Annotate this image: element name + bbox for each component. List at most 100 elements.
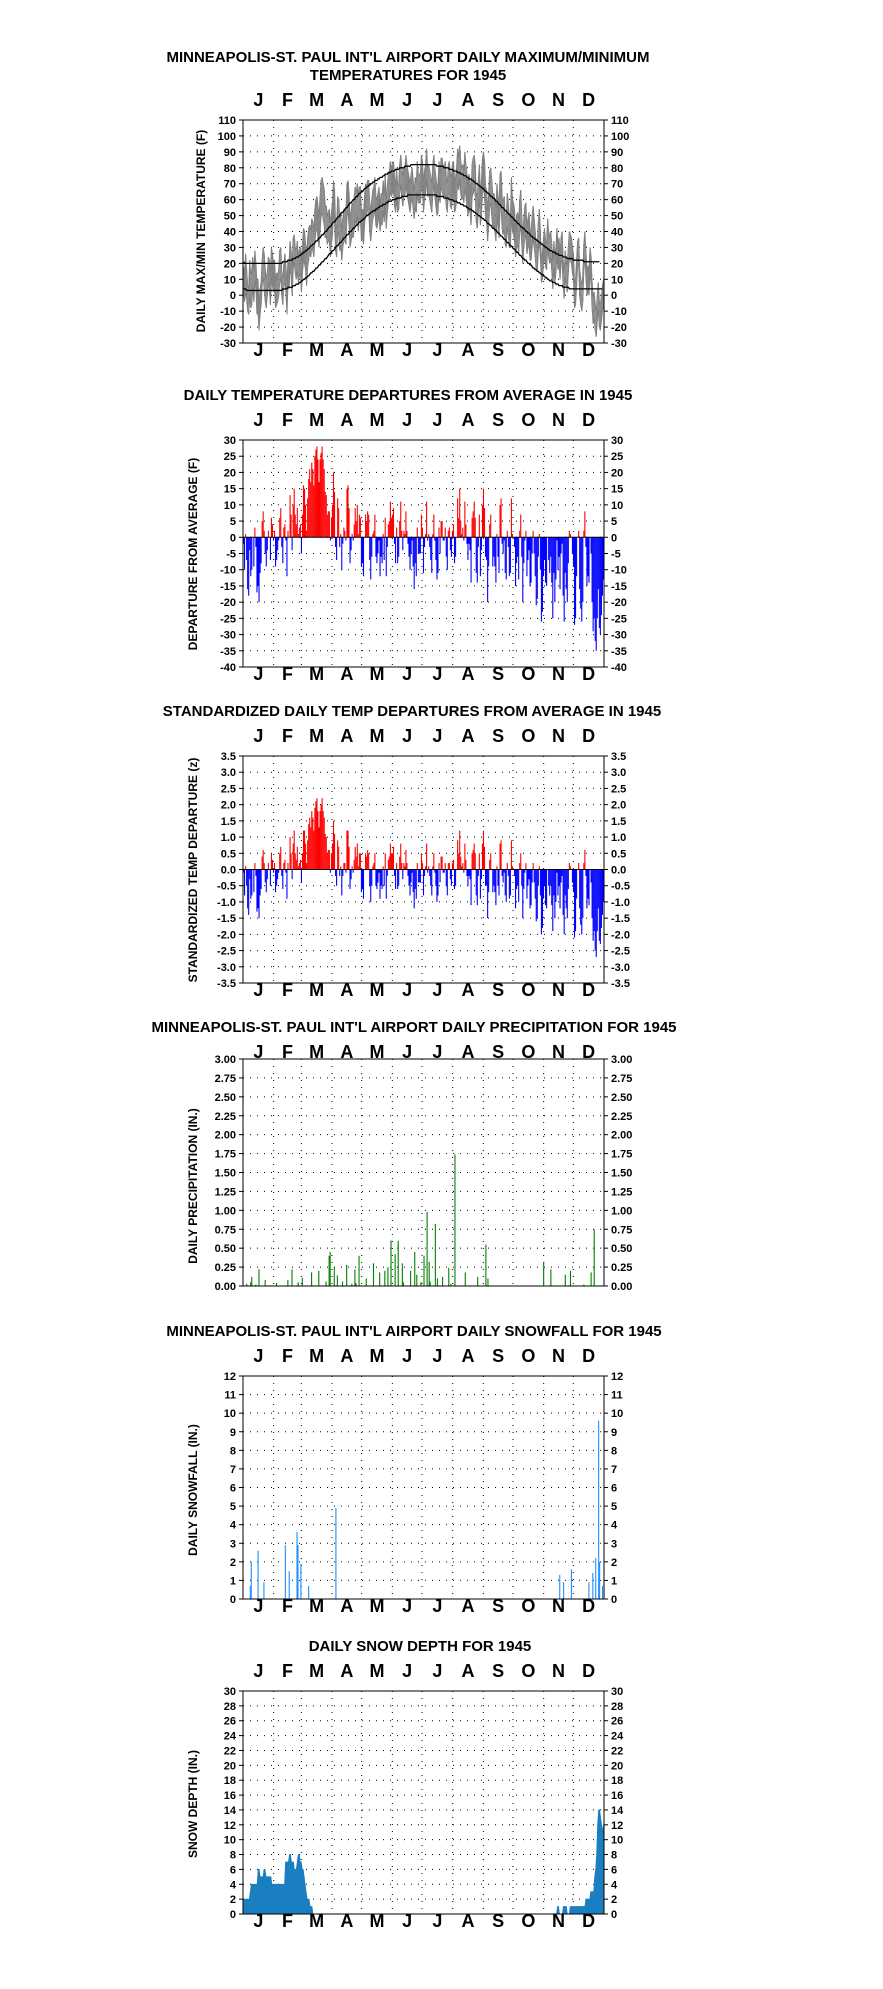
y-tick-label-left: -15 xyxy=(220,581,236,593)
month-label: A xyxy=(462,1346,475,1366)
y-tick-label-right: 22 xyxy=(611,1745,623,1757)
y-tick-label-right: 30 xyxy=(611,435,623,447)
month-label: O xyxy=(521,1596,535,1616)
y-tick-label-right: 9 xyxy=(611,1427,617,1439)
month-label: S xyxy=(492,1042,504,1062)
y-tick-label-right: 2 xyxy=(611,1894,617,1906)
y-tick-label-left: 20 xyxy=(224,258,236,270)
plot-frame xyxy=(242,439,605,668)
y-tick-label-left: 40 xyxy=(224,227,236,239)
normal-max-line xyxy=(242,163,600,265)
data-marks xyxy=(242,798,605,958)
month-label: J xyxy=(432,1911,442,1931)
month-label: F xyxy=(282,980,293,1000)
gridlines xyxy=(243,1059,604,1286)
y-tick-label-left: 3.5 xyxy=(221,751,236,763)
y-tick-label-left: 6 xyxy=(230,1864,236,1876)
y-tick-label-left: 14 xyxy=(224,1805,237,1817)
y-tick-label-right: -2.0 xyxy=(611,929,630,941)
month-label: S xyxy=(492,1911,504,1931)
month-label: M xyxy=(309,1911,324,1931)
y-tick-label-right: 0.00 xyxy=(611,1281,632,1293)
y-tick-label-right: 6 xyxy=(611,1483,617,1495)
panel-standardized: STANDARDIZED DAILY TEMP DEPARTURES FROM … xyxy=(163,703,661,1000)
month-label: J xyxy=(402,90,412,110)
month-label: F xyxy=(282,726,293,746)
y-tick-label-left: 0.75 xyxy=(215,1224,236,1236)
month-label: A xyxy=(462,340,475,360)
y-tick-label-left: 80 xyxy=(224,163,236,175)
month-label: M xyxy=(309,410,324,430)
y-tick-label-right: 1.00 xyxy=(611,1205,632,1217)
y-tick-label-right: 1.5 xyxy=(611,816,626,828)
y-tick-label-right: 14 xyxy=(611,1805,624,1817)
y-axis-label: DAILY SNOWFALL (IN.) xyxy=(186,1424,200,1556)
month-label: A xyxy=(462,1911,475,1931)
y-tick-label-left: 10 xyxy=(224,1835,236,1847)
month-label: M xyxy=(370,1661,385,1681)
y-tick-label-right: 0.0 xyxy=(611,865,626,877)
y-tick-label-right: -20 xyxy=(611,322,627,334)
month-label: M xyxy=(309,1596,324,1616)
y-tick-label-right: 12 xyxy=(611,1820,623,1832)
y-tick-label-left: 18 xyxy=(224,1775,236,1787)
month-label: M xyxy=(370,90,385,110)
y-tick-label-left: -2.0 xyxy=(217,929,236,941)
month-label: A xyxy=(340,340,353,360)
month-label: N xyxy=(552,90,565,110)
y-tick-label-right: 2.50 xyxy=(611,1092,632,1104)
month-label: M xyxy=(370,340,385,360)
y-axis-label: DEPARTURE FROM AVERAGE (F) xyxy=(186,458,200,650)
y-tick-label-right: -10 xyxy=(611,306,627,318)
y-tick-label-left: -2.5 xyxy=(217,946,236,958)
month-label: J xyxy=(432,340,442,360)
month-label: S xyxy=(492,1661,504,1681)
y-axis-label: DAILY PRECIPITATION (IN.) xyxy=(186,1108,200,1264)
y-tick-label-left: 12 xyxy=(224,1820,236,1832)
y-tick-label-right: 0.50 xyxy=(611,1243,632,1255)
y-tick-label-left: 0 xyxy=(230,1594,236,1606)
y-tick-label-right: -15 xyxy=(611,581,627,593)
y-tick-label-left: 3 xyxy=(230,1538,236,1550)
month-label: M xyxy=(370,1596,385,1616)
y-tick-label-right: 16 xyxy=(611,1790,623,1802)
y-ticks-right: -3.5 -3.0 -2.5 -2.0 -1.5 -1.0 -0.5 0.0 0.5 1.0 1.5… xyxy=(604,751,630,990)
y-tick-label-right: 3.5 xyxy=(611,751,626,763)
y-tick-label-right: 0.25 xyxy=(611,1262,632,1274)
y-tick-label-right: 40 xyxy=(611,227,623,239)
y-tick-label-left: 10 xyxy=(224,500,236,512)
y-tick-label-right: 1 xyxy=(611,1575,617,1587)
month-label: S xyxy=(492,1346,504,1366)
normal-min-line xyxy=(243,194,603,292)
month-label: F xyxy=(282,1042,293,1062)
y-tick-label-left: -20 xyxy=(220,597,236,609)
y-tick-label-left: 2 xyxy=(230,1894,236,1906)
month-label: S xyxy=(492,1596,504,1616)
y-tick-label-right: 28 xyxy=(611,1701,623,1713)
month-label: S xyxy=(492,664,504,684)
y-tick-label-left: 5 xyxy=(230,1501,236,1513)
y-tick-label-right: 20 xyxy=(611,258,623,270)
y-tick-label-left: 26 xyxy=(224,1716,236,1728)
chart-title: DAILY TEMPERATURE DEPARTURES FROM AVERAG… xyxy=(184,387,633,404)
y-tick-label-right: 2 xyxy=(611,1557,617,1569)
month-label: A xyxy=(340,1596,353,1616)
y-tick-label-left: 11 xyxy=(224,1390,236,1402)
panel-precipitation: MINNEAPOLIS-ST. PAUL INT'L AIRPORT DAILY… xyxy=(151,1019,676,1293)
y-tick-label-left: 0.5 xyxy=(221,848,236,860)
y-tick-label-left: 28 xyxy=(224,1701,236,1713)
month-label: J xyxy=(253,410,263,430)
y-tick-label-right: 80 xyxy=(611,163,623,175)
y-tick-label-left: 30 xyxy=(224,242,236,254)
month-label: D xyxy=(582,726,595,746)
y-tick-label-left: -3.0 xyxy=(217,962,236,974)
plot-frame xyxy=(242,1690,605,1915)
y-tick-label-left: -20 xyxy=(220,322,236,334)
month-label: M xyxy=(370,980,385,1000)
